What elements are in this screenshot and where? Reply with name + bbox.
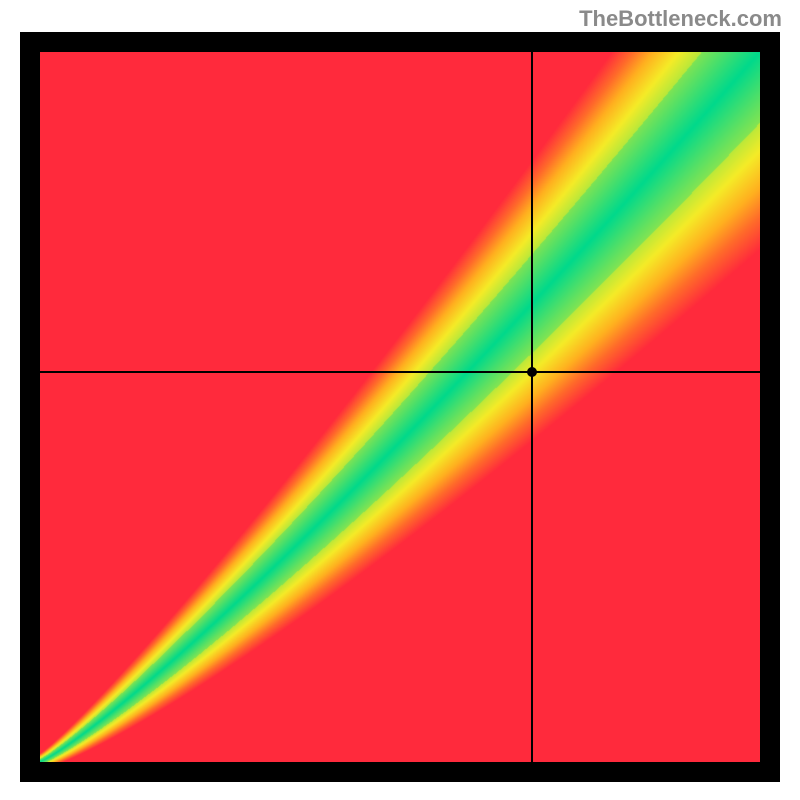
crosshair-horizontal (40, 371, 760, 373)
plot-area (40, 52, 760, 762)
chart-container: TheBottleneck.com (0, 0, 800, 800)
watermark-text: TheBottleneck.com (579, 6, 782, 32)
plot-frame (20, 32, 780, 782)
crosshair-vertical (531, 52, 533, 762)
crosshair-marker (527, 367, 537, 377)
heatmap-canvas (40, 52, 760, 762)
